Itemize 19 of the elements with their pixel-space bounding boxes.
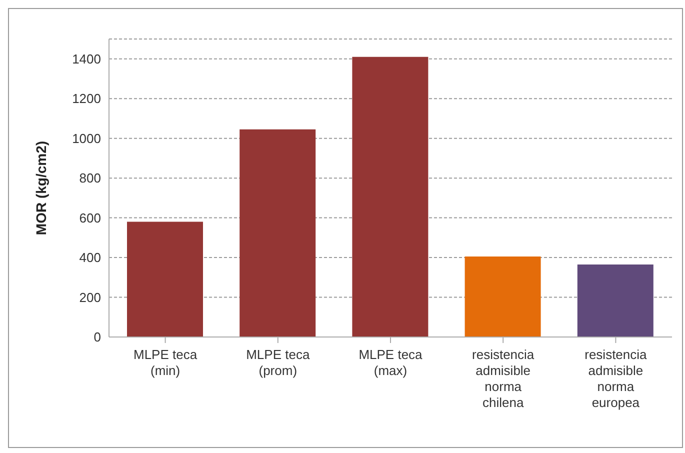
bar	[240, 129, 316, 337]
bar	[127, 222, 203, 337]
x-tick-label: resistencia admisible norma chilena	[472, 347, 535, 410]
x-tick-label: MLPE teca (min)	[134, 347, 198, 378]
y-tick-label: 800	[79, 170, 101, 186]
y-tick-label: 400	[79, 250, 101, 266]
y-tick-label: 1400	[72, 51, 101, 66]
bar	[352, 56, 428, 337]
x-tick-label: MLPE teca (prom)	[246, 347, 310, 378]
y-tick-label: 1200	[72, 91, 101, 106]
y-axis-title: MOR (kg/cm2)	[32, 140, 49, 236]
x-tick-label: MLPE teca (max)	[358, 347, 424, 378]
bar	[577, 264, 654, 337]
y-tick-label: 1000	[72, 130, 101, 146]
bar	[464, 256, 541, 337]
x-tick-label: resistencia admisible norma europea	[584, 347, 648, 410]
y-tick-label: 600	[79, 210, 101, 226]
y-tick-label: 0	[94, 330, 101, 345]
y-tick-label: 200	[79, 290, 101, 305]
